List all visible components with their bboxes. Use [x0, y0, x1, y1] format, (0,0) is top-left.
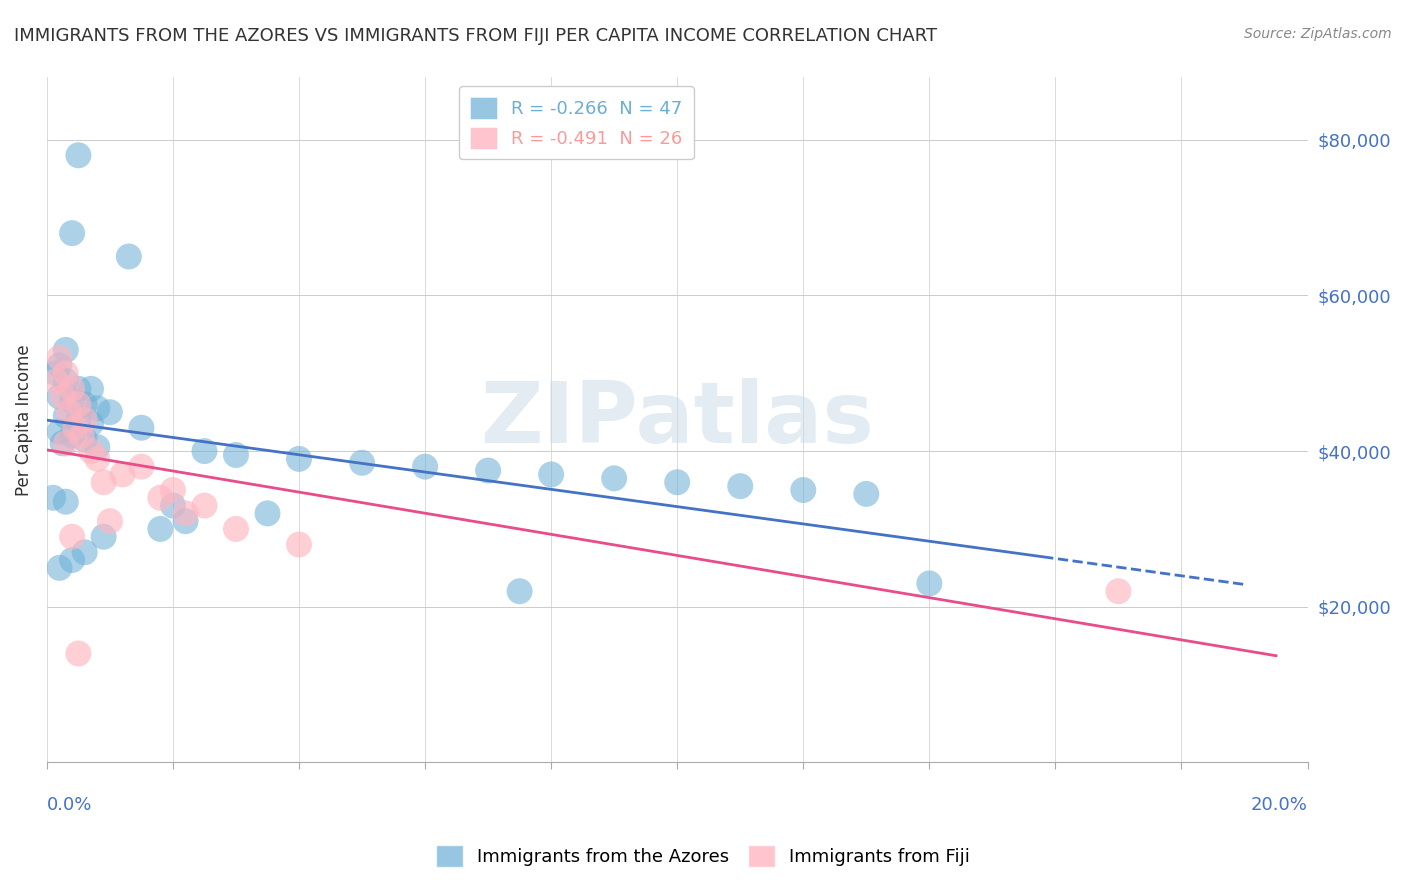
Point — [55, 366, 77, 380]
Point — [174, 514, 197, 528]
Point — [55, 494, 77, 508]
Point — [67, 382, 90, 396]
Legend: Immigrants from the Azores, Immigrants from Fiji: Immigrants from the Azores, Immigrants f… — [429, 838, 977, 874]
Point — [162, 483, 184, 497]
Point — [60, 530, 83, 544]
Text: Source: ZipAtlas.com: Source: ZipAtlas.com — [1244, 27, 1392, 41]
Point — [666, 475, 689, 490]
Point — [45, 366, 67, 380]
Text: 0.0%: 0.0% — [46, 797, 93, 814]
Point — [855, 487, 877, 501]
Point — [86, 451, 108, 466]
Point — [55, 343, 77, 357]
Point — [52, 436, 75, 450]
Point — [55, 409, 77, 423]
Point — [918, 576, 941, 591]
Point — [98, 514, 121, 528]
Point — [60, 226, 83, 240]
Point — [55, 374, 77, 388]
Point — [55, 436, 77, 450]
Point — [48, 561, 70, 575]
Point — [477, 464, 499, 478]
Point — [45, 374, 67, 388]
Point — [42, 491, 65, 505]
Point — [48, 425, 70, 439]
Point — [86, 440, 108, 454]
Point — [73, 545, 96, 559]
Point — [288, 537, 311, 551]
Point — [80, 417, 103, 431]
Point — [73, 433, 96, 447]
Point — [86, 401, 108, 416]
Point — [67, 397, 90, 411]
Point — [60, 393, 83, 408]
Point — [80, 382, 103, 396]
Point — [70, 428, 93, 442]
Point — [792, 483, 814, 497]
Point — [48, 390, 70, 404]
Point — [603, 471, 626, 485]
Point — [509, 584, 531, 599]
Point — [193, 444, 215, 458]
Point — [1107, 584, 1129, 599]
Text: ZIPatlas: ZIPatlas — [481, 378, 875, 461]
Legend: R = -0.266  N = 47, R = -0.491  N = 26: R = -0.266 N = 47, R = -0.491 N = 26 — [460, 87, 693, 160]
Y-axis label: Per Capita Income: Per Capita Income — [15, 344, 32, 496]
Point — [225, 522, 247, 536]
Point — [149, 491, 172, 505]
Point — [118, 250, 141, 264]
Point — [67, 413, 90, 427]
Point — [162, 499, 184, 513]
Point — [93, 475, 115, 490]
Point — [65, 421, 87, 435]
Point — [48, 359, 70, 373]
Point — [256, 507, 278, 521]
Point — [60, 428, 83, 442]
Point — [540, 467, 562, 482]
Point — [413, 459, 436, 474]
Point — [98, 405, 121, 419]
Text: 20.0%: 20.0% — [1251, 797, 1308, 814]
Point — [60, 553, 83, 567]
Point — [193, 499, 215, 513]
Point — [131, 421, 153, 435]
Point — [93, 530, 115, 544]
Point — [67, 647, 90, 661]
Point — [48, 351, 70, 365]
Point — [52, 390, 75, 404]
Point — [728, 479, 751, 493]
Point — [174, 507, 197, 521]
Point — [111, 467, 134, 482]
Point — [352, 456, 374, 470]
Point — [288, 451, 311, 466]
Point — [60, 382, 83, 396]
Point — [73, 413, 96, 427]
Point — [149, 522, 172, 536]
Point — [58, 405, 80, 419]
Text: IMMIGRANTS FROM THE AZORES VS IMMIGRANTS FROM FIJI PER CAPITA INCOME CORRELATION: IMMIGRANTS FROM THE AZORES VS IMMIGRANTS… — [14, 27, 938, 45]
Point — [131, 459, 153, 474]
Point — [67, 148, 90, 162]
Point — [225, 448, 247, 462]
Point — [80, 444, 103, 458]
Point — [73, 397, 96, 411]
